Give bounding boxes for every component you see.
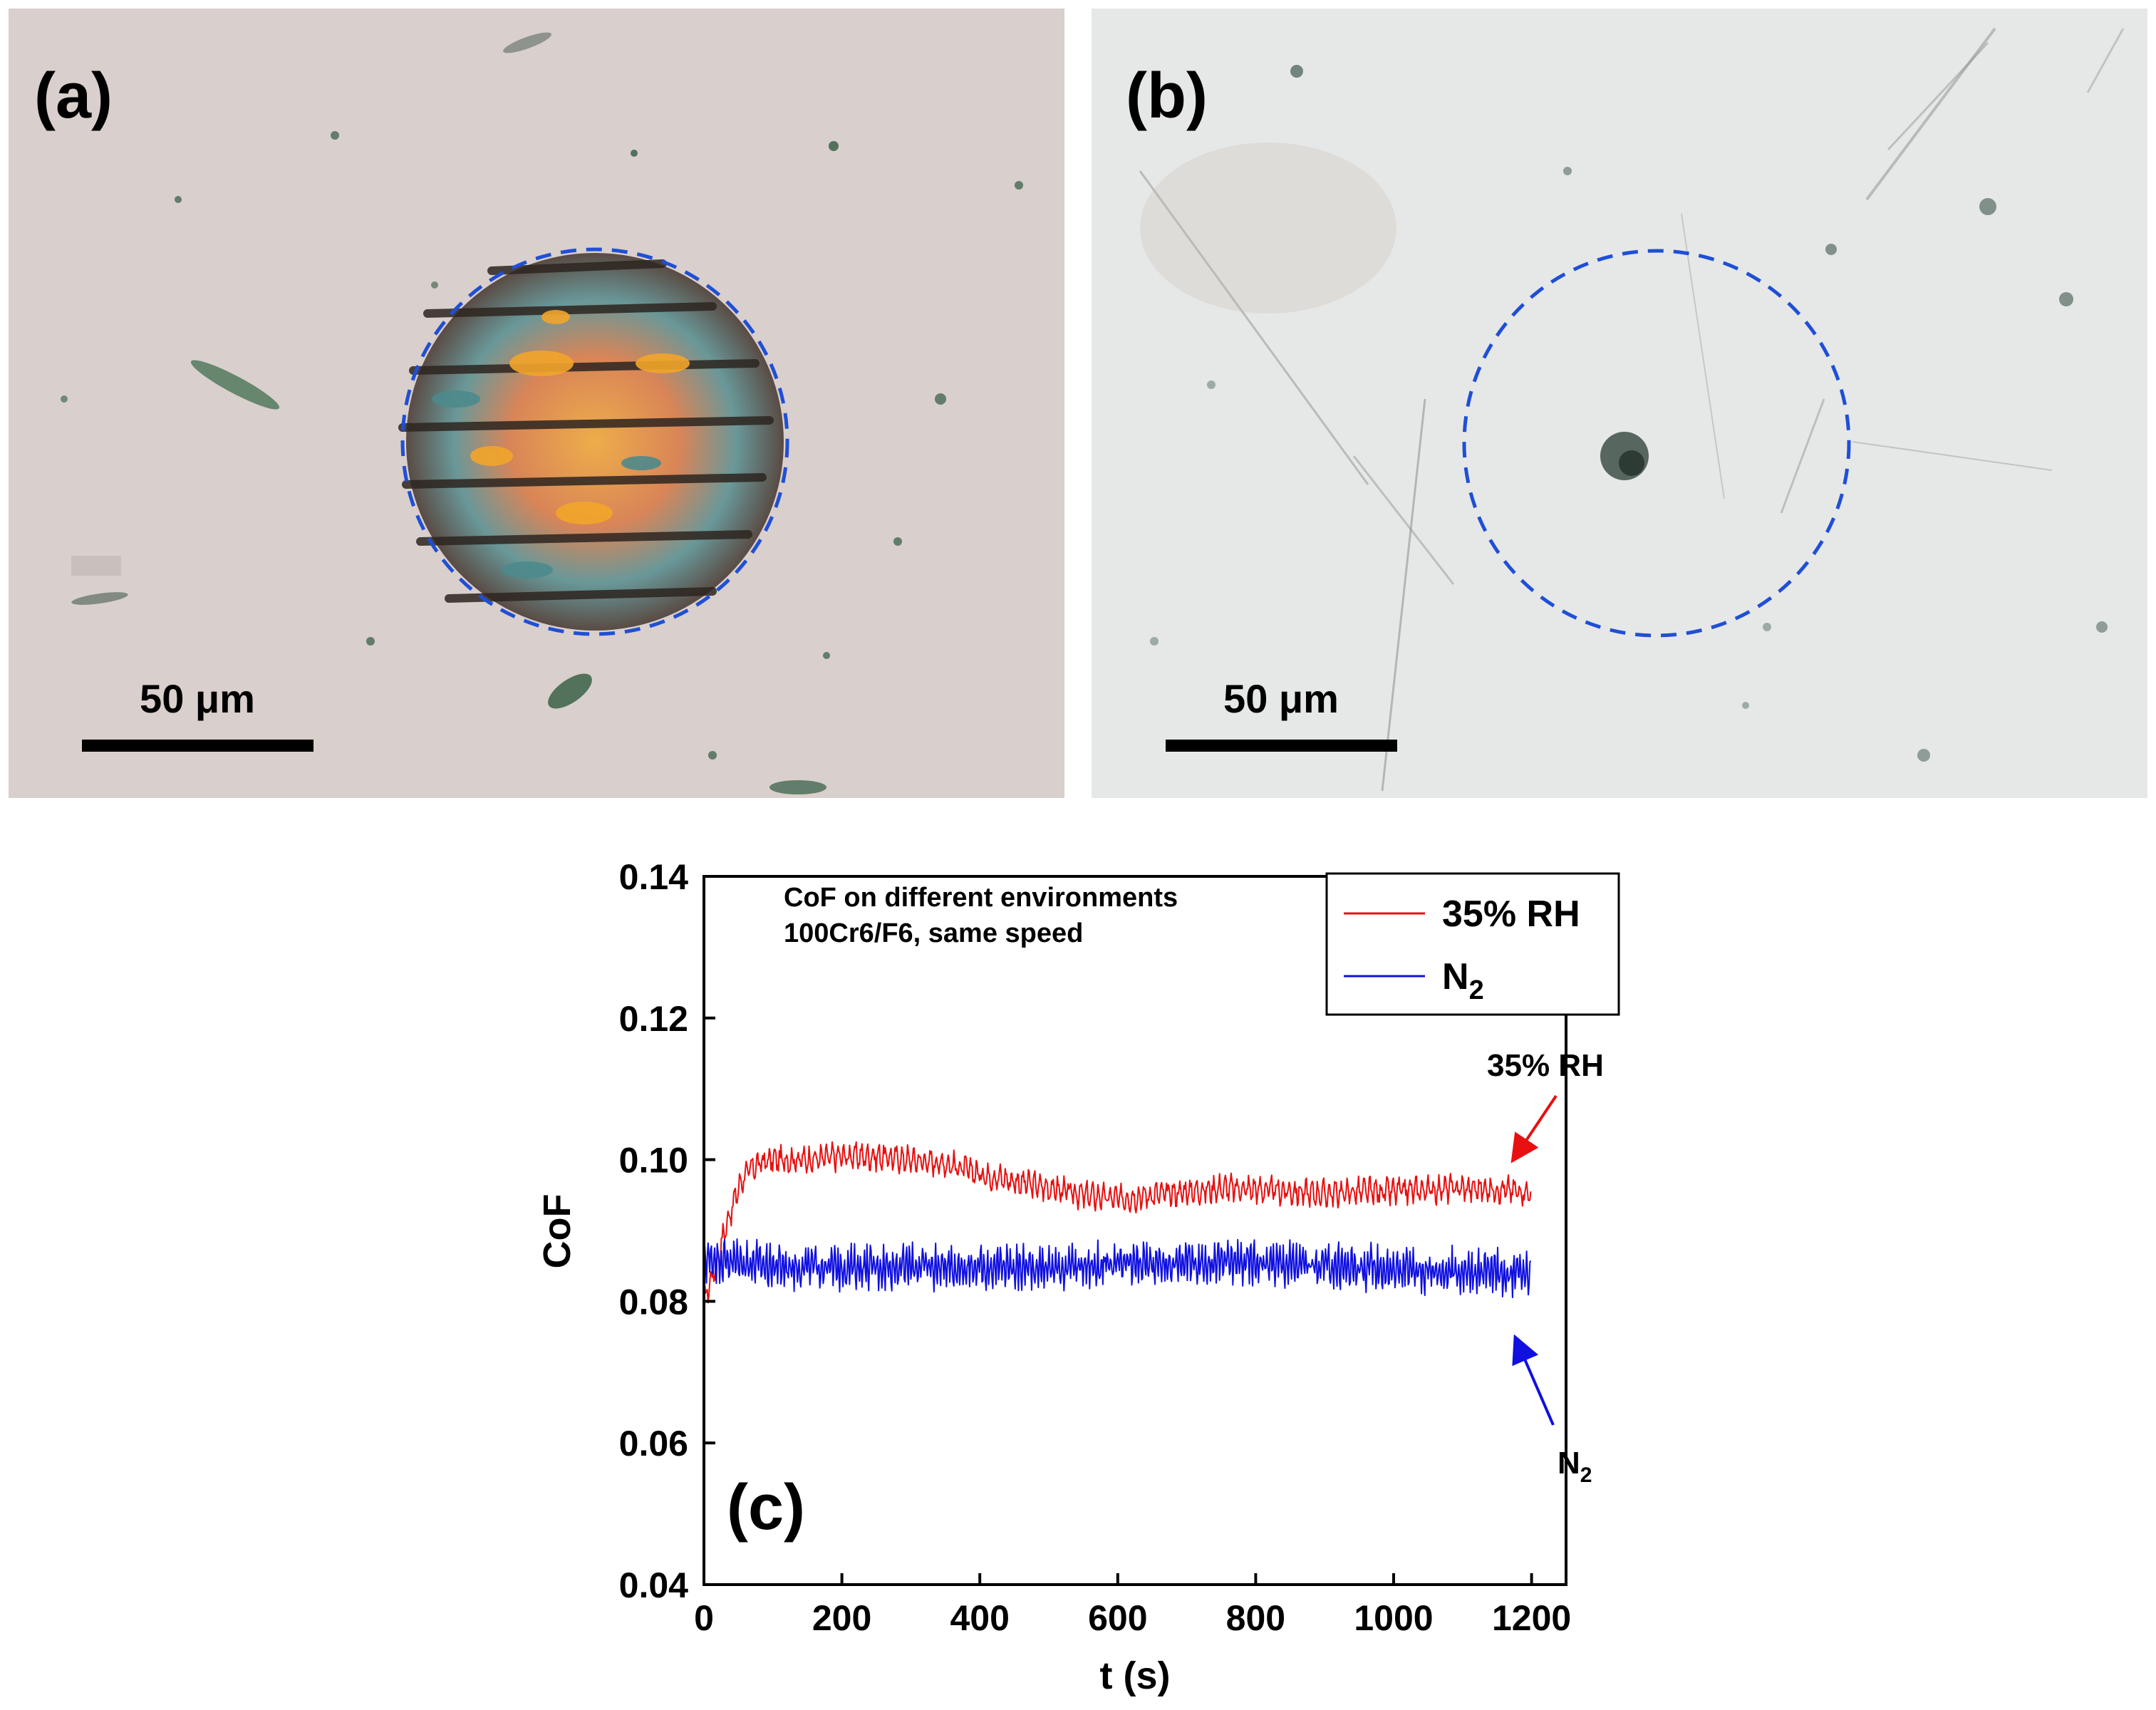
y-tick-label: 0.10	[619, 1141, 688, 1181]
y-tick-label: 0.04	[619, 1565, 689, 1605]
series-line-rh	[704, 1141, 1532, 1304]
series-line-n2	[704, 1238, 1532, 1299]
panel-c-chart: 0 200 400 600 800 1000 1200 0.04 0.06 0.08 0.10 0.1…	[536, 857, 1620, 1697]
panel-b-scale-bar	[1166, 740, 1397, 752]
series-layer	[704, 1141, 1532, 1304]
panel-a-wear-circle	[400, 247, 789, 636]
panel-b-scale-label: 50 μm	[1223, 676, 1339, 721]
callout-rh-arrow	[1510, 1094, 1558, 1164]
legend-label-rh: 35% RH	[1442, 893, 1580, 935]
x-axis-title: t (s)	[1100, 1654, 1171, 1697]
legend: 35% RH N2	[1325, 872, 1620, 1016]
panel-a: (a) 50 μm	[9, 9, 1064, 798]
x-tick-label: 400	[950, 1598, 1009, 1638]
y-tick-label: 0.06	[619, 1424, 688, 1463]
x-tick-label: 1000	[1354, 1598, 1433, 1638]
callout-n2-label: N2	[1558, 1446, 1592, 1487]
y-axis-title: CoF	[536, 1194, 579, 1269]
y-tick-label: 0.08	[619, 1282, 688, 1322]
panel-c-label: (c)	[727, 1472, 805, 1543]
y-tick-label: 0.14	[619, 857, 689, 897]
callout-n2-arrow	[1512, 1334, 1555, 1426]
panel-a-scale-label: 50 μm	[140, 676, 255, 721]
legend-box	[1325, 872, 1620, 1016]
callout-rh-label: 35% RH	[1487, 1048, 1604, 1083]
annotation-line-1: CoF on different environments	[784, 883, 1178, 913]
panel-a-label: (a)	[34, 61, 113, 132]
y-tick-label: 0.12	[619, 999, 688, 1039]
x-tick-label: 200	[812, 1598, 871, 1638]
panel-b-background	[1092, 9, 2147, 798]
annotation-line-2: 100Cr6/F6, same speed	[784, 918, 1083, 948]
panel-b: (b) 50 μm	[1092, 9, 2147, 798]
x-tick-label: 600	[1088, 1598, 1147, 1638]
x-tick-label: 0	[694, 1598, 714, 1638]
x-tick-label: 1200	[1492, 1598, 1571, 1638]
panel-b-label: (b)	[1126, 61, 1208, 132]
panel-a-texture	[61, 32, 1023, 794]
panel-a-scale-bar	[82, 740, 313, 752]
legend-label-n2: N2	[1442, 956, 1484, 1005]
ticks-layer: 0 200 400 600 800 1000 1200 0.04 0.06 0.08 0.10 0.1…	[619, 857, 1572, 1638]
plot-frame	[703, 875, 1567, 1586]
panel-b-texture	[1139, 27, 2125, 792]
x-tick-label: 800	[1226, 1598, 1285, 1638]
panel-b-wear-circle	[1462, 249, 1851, 638]
